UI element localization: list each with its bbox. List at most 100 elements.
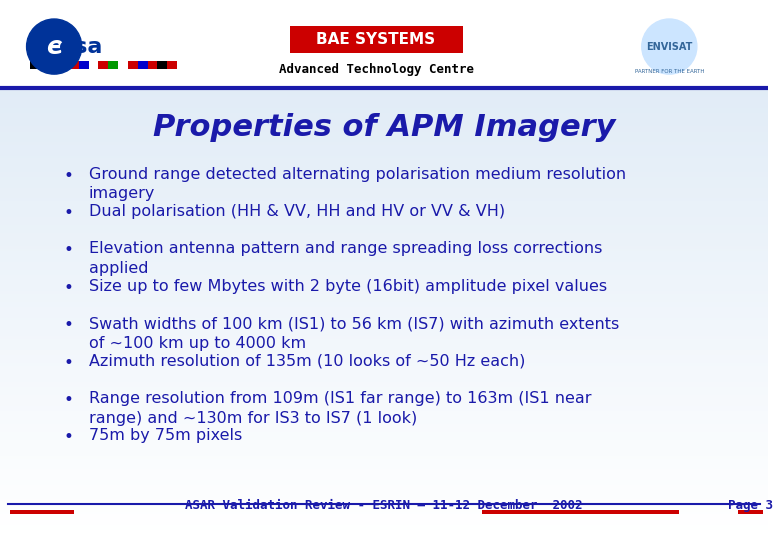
Bar xyxy=(0,254,768,256)
Bar xyxy=(0,397,768,400)
Bar xyxy=(0,204,768,206)
Bar xyxy=(0,219,768,222)
Bar xyxy=(0,288,768,291)
Text: e: e xyxy=(46,35,62,58)
Text: Ground range detected alternating polarisation medium resolution
imagery: Ground range detected alternating polari… xyxy=(89,167,626,201)
Circle shape xyxy=(642,19,697,74)
Bar xyxy=(0,89,768,92)
Bar xyxy=(0,305,768,307)
Bar xyxy=(0,509,768,512)
Bar xyxy=(0,116,768,118)
Text: •: • xyxy=(64,316,74,334)
Bar xyxy=(0,485,768,488)
Bar xyxy=(0,225,768,227)
Bar xyxy=(0,501,768,504)
Bar xyxy=(0,530,768,533)
Bar xyxy=(0,294,768,296)
Bar xyxy=(0,71,768,73)
Bar xyxy=(0,520,768,523)
Bar xyxy=(0,437,768,440)
Text: PARTNER FOR THE EARTH: PARTNER FOR THE EARTH xyxy=(635,69,704,73)
Bar xyxy=(0,454,768,456)
Bar xyxy=(0,12,768,15)
Bar xyxy=(0,108,768,111)
Bar xyxy=(0,278,768,281)
Bar xyxy=(0,382,768,384)
Bar xyxy=(0,94,768,97)
Bar xyxy=(0,44,768,47)
Bar xyxy=(0,448,768,451)
Bar xyxy=(0,63,768,65)
Bar xyxy=(0,256,768,259)
Bar xyxy=(89,62,98,69)
Bar xyxy=(0,84,768,86)
Text: Size up to few Mbytes with 2 byte (16bit) amplitude pixel values: Size up to few Mbytes with 2 byte (16bit… xyxy=(89,279,607,294)
Bar xyxy=(0,429,768,432)
Bar xyxy=(0,158,768,161)
Text: •: • xyxy=(64,354,74,372)
Bar xyxy=(0,4,768,88)
Bar xyxy=(0,55,768,57)
Bar xyxy=(0,79,768,82)
Bar xyxy=(168,62,177,69)
Text: •: • xyxy=(64,167,74,185)
Bar xyxy=(0,408,768,411)
Bar xyxy=(0,496,768,498)
Bar xyxy=(0,414,768,416)
Bar xyxy=(0,201,768,204)
Bar xyxy=(0,217,768,219)
Bar xyxy=(147,62,158,69)
Bar xyxy=(0,281,768,284)
Bar xyxy=(0,376,768,379)
Bar xyxy=(0,475,768,477)
Bar xyxy=(39,62,49,69)
Bar xyxy=(0,183,768,185)
Bar xyxy=(128,62,138,69)
Bar xyxy=(0,241,768,244)
Bar xyxy=(0,233,768,235)
Bar xyxy=(0,177,768,180)
Bar xyxy=(10,510,74,514)
Bar xyxy=(59,62,69,69)
Bar xyxy=(0,92,768,94)
Bar xyxy=(79,62,89,69)
Bar xyxy=(0,172,768,174)
Bar xyxy=(0,342,768,345)
Bar xyxy=(0,65,768,68)
Bar xyxy=(0,50,768,52)
Bar xyxy=(0,151,768,153)
Bar xyxy=(0,25,768,28)
Bar xyxy=(0,512,768,515)
Text: Swath widths of 100 km (IS1) to 56 km (IS7) with azimuth extents
of ~100 km up t: Swath widths of 100 km (IS1) to 56 km (I… xyxy=(89,316,619,351)
Bar xyxy=(0,419,768,422)
Bar xyxy=(0,111,768,113)
Text: 75m by 75m pixels: 75m by 75m pixels xyxy=(89,428,242,443)
Bar xyxy=(0,432,768,435)
Bar xyxy=(0,174,768,177)
Bar xyxy=(0,275,768,278)
Bar xyxy=(0,209,768,212)
Bar xyxy=(0,124,768,126)
Bar xyxy=(0,326,768,328)
Bar xyxy=(0,17,768,20)
Bar xyxy=(0,273,768,275)
Bar xyxy=(0,406,768,408)
Bar xyxy=(0,392,768,395)
Bar xyxy=(0,230,768,233)
Bar xyxy=(0,134,768,137)
Bar xyxy=(0,427,768,429)
Bar xyxy=(0,286,768,288)
Bar xyxy=(0,440,768,443)
Bar xyxy=(0,307,768,310)
Bar xyxy=(0,299,768,302)
Bar xyxy=(0,73,768,76)
Bar xyxy=(49,62,59,69)
Bar xyxy=(0,265,768,267)
Bar xyxy=(0,60,768,63)
Bar xyxy=(0,451,768,454)
Bar xyxy=(0,296,768,299)
Bar xyxy=(0,187,768,190)
Bar xyxy=(0,148,768,151)
Bar xyxy=(0,7,768,10)
Bar xyxy=(0,33,768,36)
